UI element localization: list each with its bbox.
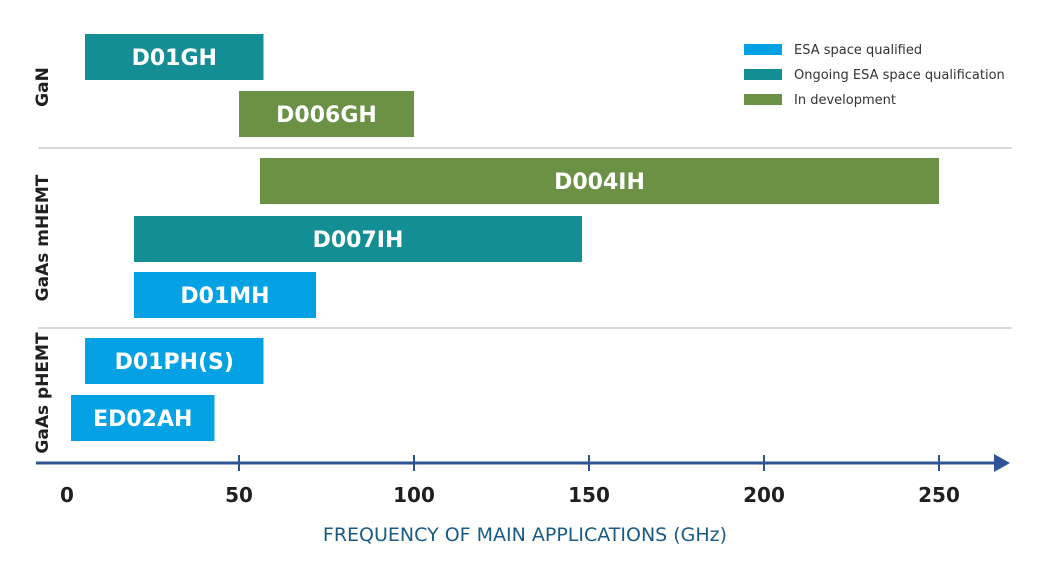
bar-label: D007IH — [313, 228, 404, 253]
bar-label: D01GH — [132, 46, 217, 71]
legend-swatch — [744, 94, 782, 105]
legend: ESA space qualified Ongoing ESA space qua… — [744, 43, 1005, 108]
bar-label: D004IH — [554, 170, 645, 195]
x-tick-label: 150 — [568, 483, 610, 507]
x-axis: 0 50 100 150 200 250 — [36, 454, 1010, 507]
bar-rect — [260, 158, 939, 204]
x-axis-title: FREQUENCY OF MAIN APPLICATIONS (GHz) — [323, 524, 727, 546]
bar-d01gh: D01GH — [85, 34, 264, 80]
group-label-gaas-phemt: GaAs pHEMT — [33, 332, 53, 454]
bar-rect — [85, 338, 264, 384]
bar-rect — [71, 395, 215, 441]
legend-item-ongoing-esa-space-qualification: Ongoing ESA space qualification — [744, 68, 1005, 83]
bar-label: D01PH(S) — [115, 350, 234, 375]
legend-item-in-development: In development — [744, 93, 896, 108]
legend-item-esa-space-qualified: ESA space qualified — [744, 43, 922, 58]
bar-d01mh: D01MH — [134, 272, 316, 318]
bar-label: D01MH — [180, 284, 269, 309]
x-tick-label: 200 — [743, 483, 785, 507]
group-labels: GaN GaAs mHEMT GaAs pHEMT — [33, 67, 53, 453]
bars: D01GH D006GH D004IH D007IH D01MH D01PH(S) ED02… — [71, 34, 939, 441]
bar-rect — [134, 272, 316, 318]
legend-swatch — [744, 44, 782, 55]
x-tick-label: 0 — [60, 483, 74, 507]
bar-label: ED02AH — [93, 407, 192, 432]
x-tick-label: 250 — [918, 483, 960, 507]
bar-d01ph-s: D01PH(S) — [85, 338, 264, 384]
group-label-gan: GaN — [33, 67, 53, 107]
bar-ed02ah: ED02AH — [71, 395, 215, 441]
bar-rect — [85, 34, 264, 80]
legend-label: In development — [794, 93, 896, 108]
x-tick-label: 50 — [225, 483, 253, 507]
x-axis-arrow-icon — [994, 454, 1010, 472]
legend-label: Ongoing ESA space qualification — [794, 68, 1005, 83]
bar-d004ih: D004IH — [260, 158, 939, 204]
bar-d007ih: D007IH — [134, 216, 582, 262]
bar-d006gh: D006GH — [239, 91, 414, 137]
group-dividers — [38, 147, 1012, 329]
x-tick-label: 100 — [393, 483, 435, 507]
legend-label: ESA space qualified — [794, 43, 922, 58]
bar-rect — [134, 216, 582, 262]
bar-rect — [239, 91, 414, 137]
group-label-gaas-mhemt: GaAs mHEMT — [33, 174, 53, 301]
legend-swatch — [744, 69, 782, 80]
bar-label: D006GH — [276, 103, 377, 128]
